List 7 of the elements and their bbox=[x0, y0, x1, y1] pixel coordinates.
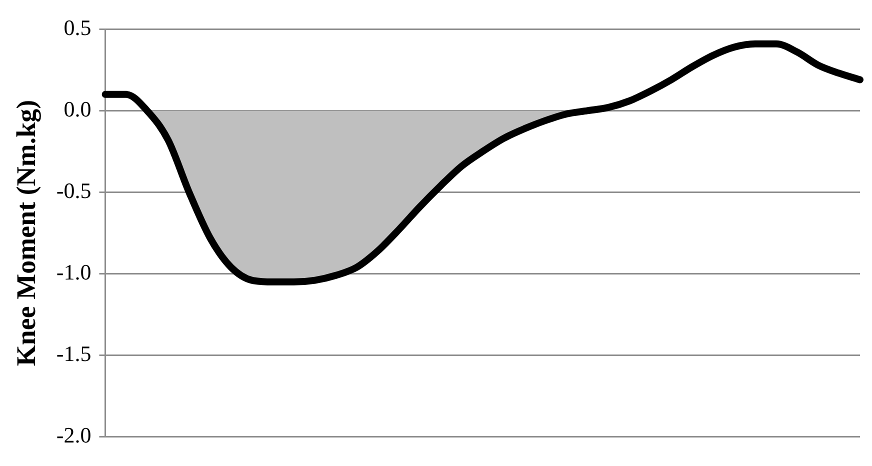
y-tick-label: 0.5 bbox=[64, 14, 92, 40]
y-tick-label: 0.0 bbox=[64, 96, 92, 122]
y-tick-label: -0.5 bbox=[56, 178, 92, 204]
y-axis-title: Knee Moment (Nm.kg) bbox=[11, 100, 42, 366]
y-tick-label: -2.0 bbox=[56, 422, 92, 448]
y-tick-label: -1.0 bbox=[56, 260, 92, 285]
y-tick-label: -1.5 bbox=[56, 341, 92, 366]
